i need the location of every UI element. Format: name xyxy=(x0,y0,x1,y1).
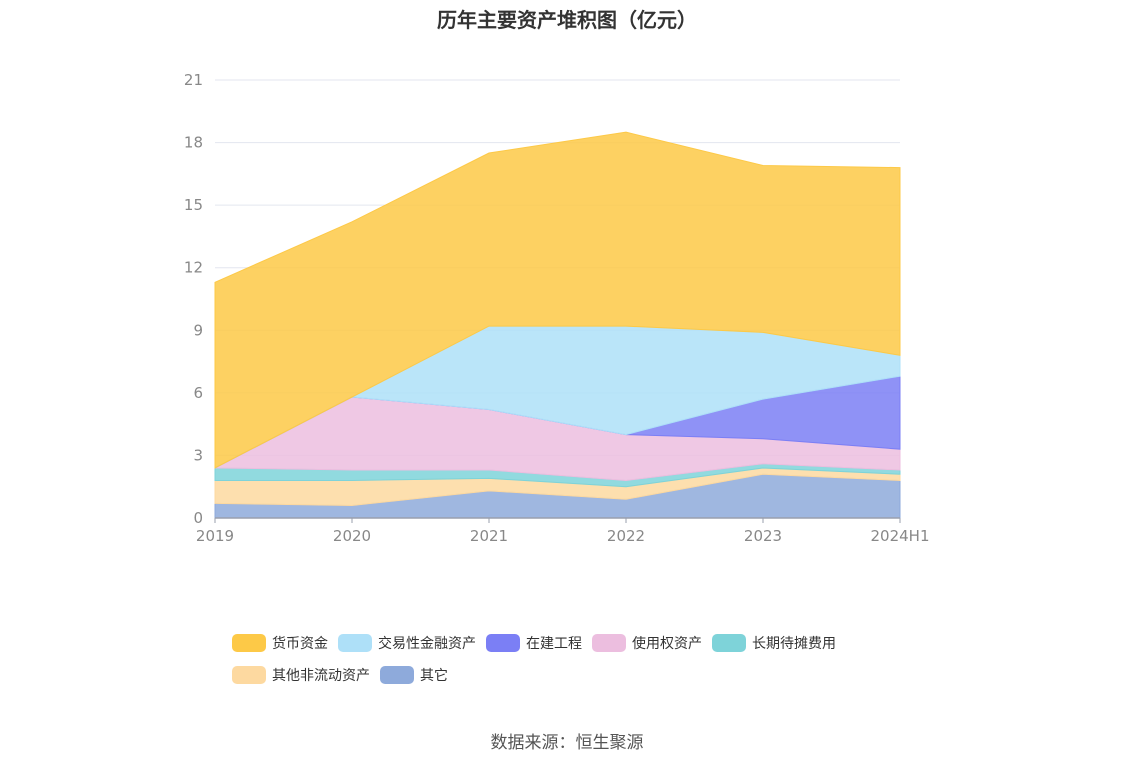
legend-item[interactable]: 货币资金 xyxy=(232,632,328,654)
legend: 货币资金 交易性金融资产 在建工程 使用权资产 长期待摊费用其他非流动资产 其它 xyxy=(232,632,922,696)
legend-swatch xyxy=(232,666,266,684)
x-tick-label: 2021 xyxy=(470,527,508,545)
chart-title: 历年主要资产堆积图（亿元） xyxy=(437,8,697,32)
legend-item[interactable]: 使用权资产 xyxy=(592,632,702,654)
legend-swatch xyxy=(486,634,520,652)
y-tick-label: 21 xyxy=(184,71,203,89)
stacked-area-chart: 0 3 6 9 12 15 18 21 2019 2020 2021 2022 2023 2024H1 xyxy=(184,71,930,545)
area-layer xyxy=(214,131,901,519)
legend-swatch xyxy=(380,666,414,684)
y-tick-label: 15 xyxy=(184,196,203,214)
y-tick-label: 6 xyxy=(193,384,203,402)
area-series-6 xyxy=(214,131,901,469)
y-tick-label: 3 xyxy=(193,446,203,464)
legend-label: 其它 xyxy=(420,668,448,684)
x-tick-label: 2019 xyxy=(196,527,234,545)
x-tick-label: 2022 xyxy=(607,527,645,545)
legend-item[interactable]: 在建工程 xyxy=(486,632,582,654)
y-tick-label: 18 xyxy=(184,134,203,152)
legend-label: 在建工程 xyxy=(526,636,582,652)
legend-label: 交易性金融资产 xyxy=(378,636,476,652)
x-tick-label: 2024H1 xyxy=(871,527,930,545)
y-tick-label: 9 xyxy=(193,321,203,339)
legend-item[interactable]: 其他非流动资产 xyxy=(232,664,370,686)
legend-swatch xyxy=(232,634,266,652)
legend-item[interactable]: 交易性金融资产 xyxy=(338,632,476,654)
legend-item[interactable]: 长期待摊费用 xyxy=(712,632,836,654)
legend-label: 使用权资产 xyxy=(632,636,702,652)
y-tick-label: 12 xyxy=(184,259,203,277)
legend-swatch xyxy=(712,634,746,652)
y-tick-label: 0 xyxy=(193,509,203,527)
legend-swatch xyxy=(338,634,372,652)
axis-layer: 0 3 6 9 12 15 18 21 2019 2020 2021 2022 2023 2024H1 xyxy=(184,71,930,545)
legend-swatch xyxy=(592,634,626,652)
legend-item[interactable]: 其它 xyxy=(380,664,448,686)
x-tick-label: 2020 xyxy=(333,527,371,545)
legend-label: 其他非流动资产 xyxy=(272,668,370,684)
x-tick-label: 2023 xyxy=(744,527,782,545)
data-source: 数据来源：恒生聚源 xyxy=(490,733,644,753)
legend-label: 长期待摊费用 xyxy=(752,636,836,652)
legend-label: 货币资金 xyxy=(272,636,328,652)
